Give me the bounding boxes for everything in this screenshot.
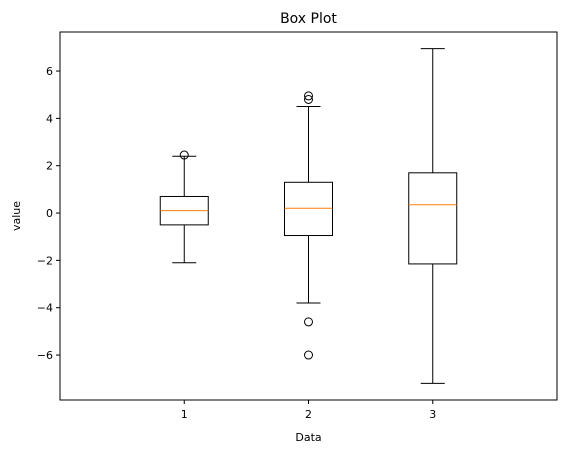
x-tick-label: 3 — [429, 408, 436, 421]
y-tick-label: −4 — [37, 302, 53, 315]
outlier-point — [179, 150, 189, 160]
y-tick-label: 0 — [46, 207, 53, 220]
x-axis: 1 2 3 — [181, 400, 436, 421]
x-tick-label: 2 — [305, 408, 312, 421]
box-1 — [159, 150, 209, 264]
y-axis: −6 −4 −2 0 2 4 6 — [37, 65, 60, 362]
y-tick-label: 2 — [46, 160, 53, 173]
plot-frame — [59, 31, 558, 401]
y-tick-label: 4 — [46, 112, 53, 125]
y-tick-label: −6 — [37, 349, 53, 362]
box-3 — [408, 48, 458, 384]
y-tick-label: −2 — [37, 254, 53, 267]
y-axis-label: value — [10, 201, 23, 231]
outlier-point — [304, 317, 313, 327]
chart-title: Box Plot — [280, 11, 337, 27]
y-tick-label: 6 — [46, 65, 53, 78]
plot-area: −6 −4 −2 0 2 4 6 1 2 3 — [37, 31, 558, 421]
iqr-box — [408, 172, 458, 265]
outlier-point — [304, 350, 313, 360]
x-axis-label: Data — [295, 431, 321, 444]
iqr-box — [284, 181, 333, 237]
box-2 — [284, 91, 333, 360]
outlier-point — [304, 91, 313, 101]
x-tick-label: 1 — [181, 408, 188, 421]
outlier-point — [304, 94, 313, 104]
boxes-group — [159, 48, 458, 384]
